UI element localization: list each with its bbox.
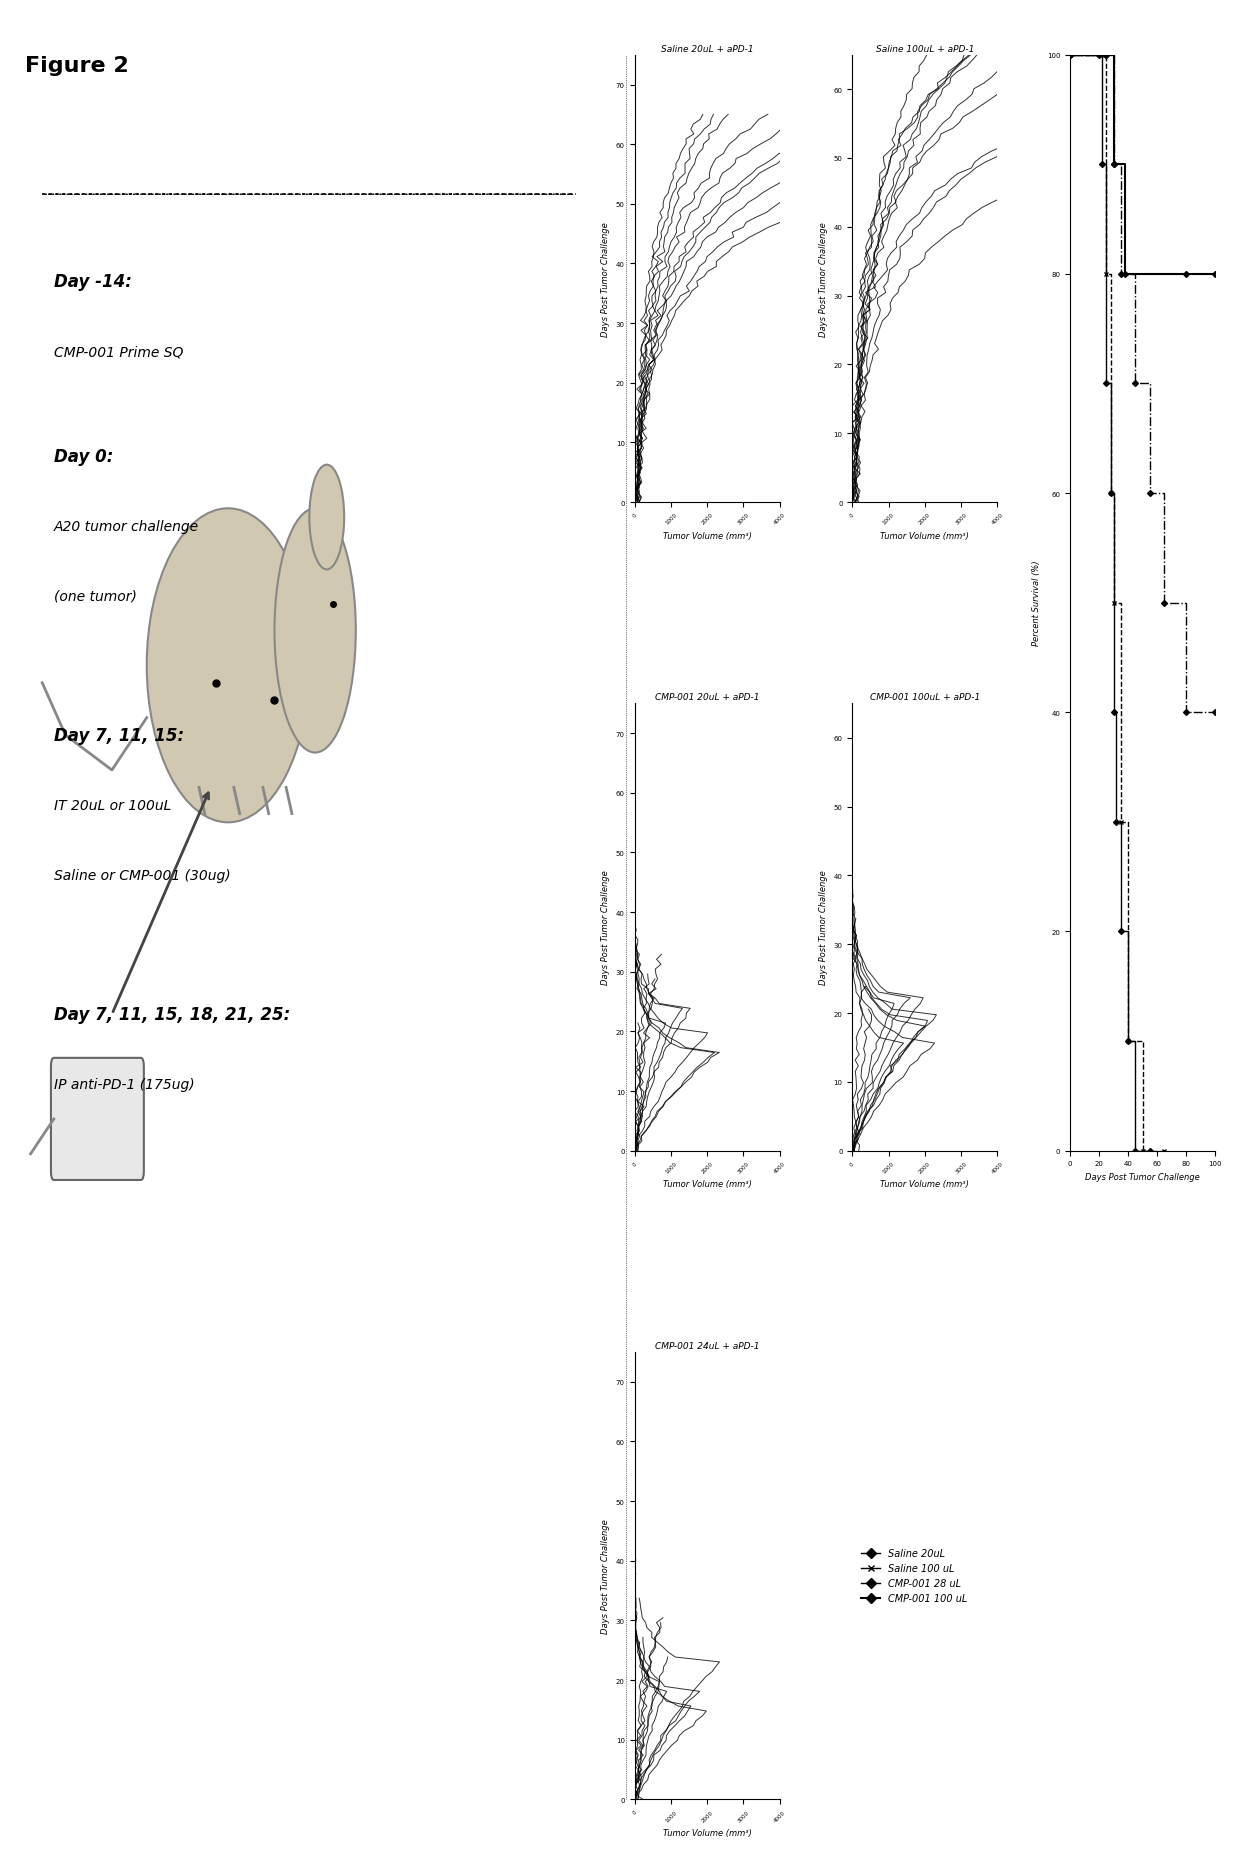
FancyBboxPatch shape: [51, 1057, 144, 1180]
Text: Saline or CMP-001 (30ug): Saline or CMP-001 (30ug): [53, 868, 231, 883]
Text: Day -14:: Day -14:: [53, 273, 131, 291]
Y-axis label: Days Post Tumor Challenge: Days Post Tumor Challenge: [601, 870, 610, 985]
X-axis label: Tumor Volume (mm³): Tumor Volume (mm³): [880, 531, 970, 540]
X-axis label: Tumor Volume (mm³): Tumor Volume (mm³): [662, 531, 751, 540]
Text: Day 7, 11, 15:: Day 7, 11, 15:: [53, 727, 184, 744]
Circle shape: [309, 466, 345, 569]
X-axis label: Days Post Tumor Challenge: Days Post Tumor Challenge: [1085, 1172, 1200, 1182]
Y-axis label: Days Post Tumor Challenge: Days Post Tumor Challenge: [818, 870, 828, 985]
Text: IP anti-PD-1 (175ug): IP anti-PD-1 (175ug): [53, 1078, 195, 1091]
Y-axis label: Days Post Tumor Challenge: Days Post Tumor Challenge: [601, 1519, 610, 1632]
Text: (one tumor): (one tumor): [53, 590, 136, 603]
Y-axis label: Days Post Tumor Challenge: Days Post Tumor Challenge: [601, 223, 610, 336]
Y-axis label: Percent Survival (%): Percent Survival (%): [1032, 560, 1042, 646]
Title: CMP-001 20uL + aPD-1: CMP-001 20uL + aPD-1: [655, 692, 759, 701]
Text: IT 20uL or 100uL: IT 20uL or 100uL: [53, 798, 171, 812]
X-axis label: Tumor Volume (mm³): Tumor Volume (mm³): [662, 1827, 751, 1836]
Legend: Saline 20uL, Saline 100 uL, CMP-001 28 uL, CMP-001 100 uL: Saline 20uL, Saline 100 uL, CMP-001 28 u…: [857, 1545, 971, 1606]
Text: A20 tumor challenge: A20 tumor challenge: [53, 519, 198, 534]
X-axis label: Tumor Volume (mm³): Tumor Volume (mm³): [662, 1180, 751, 1189]
Ellipse shape: [146, 508, 309, 824]
Title: Saline 100uL + aPD-1: Saline 100uL + aPD-1: [875, 45, 975, 54]
Title: Saline 20uL + aPD-1: Saline 20uL + aPD-1: [661, 45, 754, 54]
Text: Day 0:: Day 0:: [53, 447, 113, 466]
Text: Day 7, 11, 15, 18, 21, 25:: Day 7, 11, 15, 18, 21, 25:: [53, 1005, 290, 1024]
Text: CMP-001 Prime SQ: CMP-001 Prime SQ: [53, 345, 184, 360]
X-axis label: Tumor Volume (mm³): Tumor Volume (mm³): [880, 1180, 970, 1189]
Circle shape: [274, 508, 356, 753]
Title: CMP-001 100uL + aPD-1: CMP-001 100uL + aPD-1: [869, 692, 980, 701]
Text: Figure 2: Figure 2: [25, 56, 129, 76]
Title: CMP-001 24uL + aPD-1: CMP-001 24uL + aPD-1: [655, 1341, 759, 1350]
Y-axis label: Days Post Tumor Challenge: Days Post Tumor Challenge: [818, 223, 828, 336]
